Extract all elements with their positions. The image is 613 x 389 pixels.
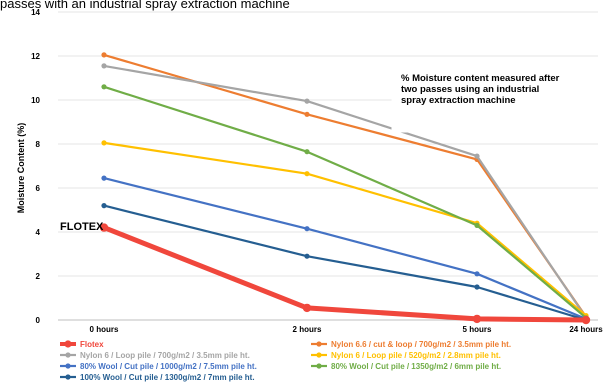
y-tick-label: 10 xyxy=(31,96,40,105)
flotex-series-label: FLOTEX xyxy=(60,221,104,233)
legend-label: 100% Wool / Cut pile / 1300g/m2 / 7mm pi… xyxy=(80,373,255,382)
series-6 xyxy=(101,203,589,323)
legend-label: 80% Wool / Cut pile / 1350g/m2 / 6mm pil… xyxy=(331,362,501,371)
y-tick-label: 12 xyxy=(31,52,40,61)
legend-swatch-marker xyxy=(64,340,72,348)
data-point xyxy=(474,271,480,277)
data-point xyxy=(304,253,310,259)
x-tick-label: 2 hours xyxy=(293,325,322,334)
y-tick-label: 4 xyxy=(36,228,41,237)
series-line xyxy=(102,177,588,320)
legend-item: Nylon 6.6 / cut & loop / 700g/m2 / 3.5mm… xyxy=(311,340,511,349)
legend-swatch-marker xyxy=(65,363,71,369)
data-point xyxy=(304,98,310,104)
y-axis-title: Moisture Content (%) xyxy=(16,123,26,214)
data-point xyxy=(474,284,480,290)
legend-swatch-marker xyxy=(65,374,71,380)
legend-item: 80% Wool / Cut pile / 1000g/m2 / 7.5mm p… xyxy=(60,362,257,371)
series-line xyxy=(102,204,588,322)
data-point xyxy=(304,226,310,232)
annotation-line: % Moisture content measured after xyxy=(401,73,560,84)
annotation-background xyxy=(391,69,599,133)
data-point xyxy=(472,314,482,324)
data-point xyxy=(101,140,107,146)
y-tick-label: 14 xyxy=(31,8,40,17)
y-tick-label: 0 xyxy=(36,316,41,325)
series-lines xyxy=(99,52,591,325)
series-line xyxy=(101,225,589,323)
legend-label: Flotex xyxy=(80,340,104,349)
gridlines xyxy=(58,11,598,321)
data-point xyxy=(101,84,107,90)
legend-label: 80% Wool / Cut pile / 1000g/m2 / 7.5mm p… xyxy=(80,362,257,371)
legend-label: Nylon 6 / Loop pile / 520g/m2 / 2.8mm pi… xyxy=(331,351,501,360)
data-point xyxy=(304,149,310,155)
legend-swatch-marker xyxy=(65,352,71,358)
x-tick-label: 0 hours xyxy=(90,325,119,334)
legend-swatch-marker xyxy=(316,352,322,358)
y-axis-ticks: 0 2 4 6 8 10 12 14 xyxy=(31,8,40,325)
legend-item: 80% Wool / Cut pile / 1350g/m2 / 6mm pil… xyxy=(311,362,501,371)
series-line xyxy=(102,141,588,317)
legend-item: Nylon 6 / Loop pile / 700g/m2 / 3.5mm pi… xyxy=(60,351,250,360)
legend: Flotex Nylon 6.6 / cut & loop / 700g/m2 /… xyxy=(60,340,511,382)
series-line xyxy=(102,85,588,319)
legend-label: Nylon 6.6 / cut & loop / 700g/m2 / 3.5mm… xyxy=(331,340,511,349)
legend-label: Nylon 6 / Loop pile / 700g/m2 / 3.5mm pi… xyxy=(80,351,250,360)
y-tick-label: 6 xyxy=(36,184,41,193)
legend-swatch-marker xyxy=(316,363,322,369)
data-point xyxy=(474,153,480,159)
y-tick-label: 2 xyxy=(36,272,41,281)
data-point xyxy=(302,303,312,313)
legend-swatch-marker xyxy=(316,341,322,347)
annotation-line: spray extraction machine xyxy=(401,95,516,106)
data-point xyxy=(304,171,310,177)
data-point xyxy=(99,223,109,232)
x-tick-label: 24 hours xyxy=(569,325,603,334)
data-point xyxy=(101,63,107,69)
x-tick-label: 5 hours xyxy=(463,325,492,334)
header-partial-text: passes with an industrial spray extracti… xyxy=(0,0,290,11)
data-point xyxy=(101,52,107,58)
legend-item: 100% Wool / Cut pile / 1300g/m2 / 7mm pi… xyxy=(60,373,255,382)
legend-item: Flotex xyxy=(60,340,104,349)
data-point xyxy=(474,222,480,228)
series-0 xyxy=(99,223,591,325)
x-axis-ticks: 0 hours 2 hours 5 hours 24 hours xyxy=(90,325,604,334)
annotation-line: two passes using an industrial xyxy=(401,84,539,95)
data-point xyxy=(101,203,107,209)
data-point xyxy=(101,175,107,181)
y-tick-label: 8 xyxy=(36,140,41,149)
data-point xyxy=(581,315,591,325)
legend-item: Nylon 6 / Loop pile / 520g/m2 / 2.8mm pi… xyxy=(311,351,501,360)
data-point xyxy=(304,111,310,117)
